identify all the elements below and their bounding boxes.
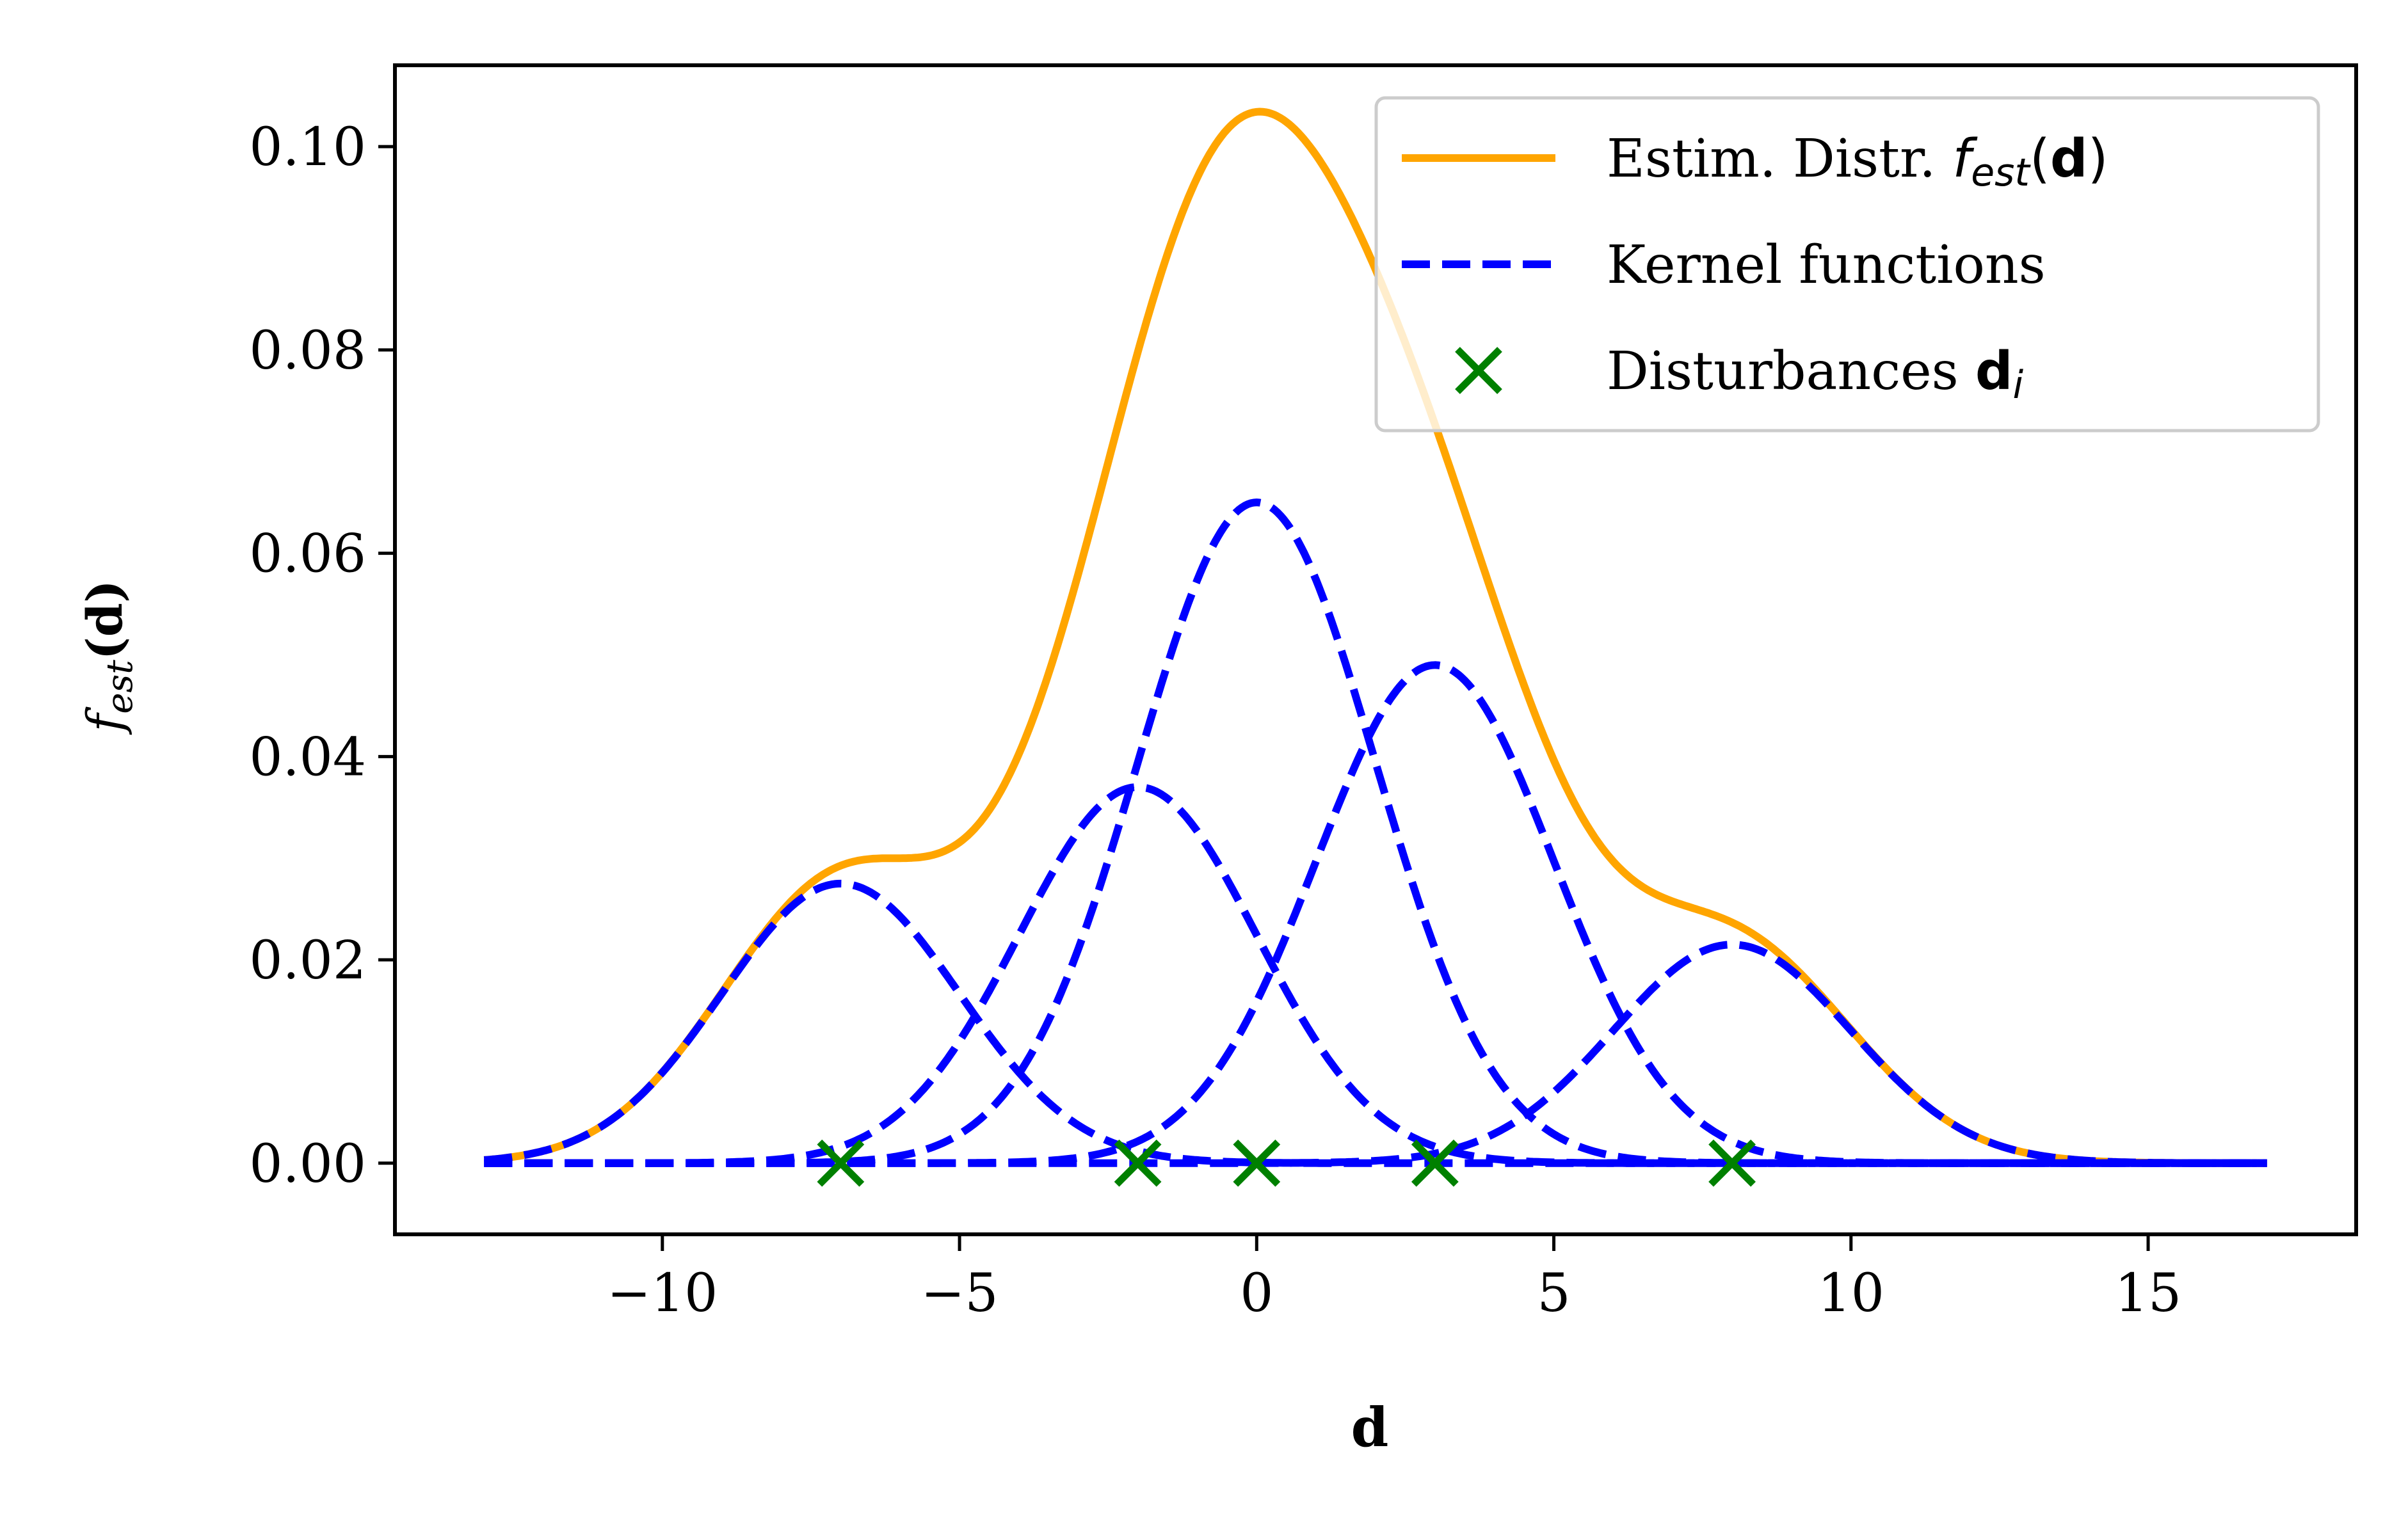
disturbance-marker-1: [1114, 1139, 1162, 1187]
y-axis-label-sub: est: [99, 660, 141, 714]
x-tick-label: 5: [1537, 1263, 1570, 1324]
y-axis-label: fest(d): [76, 580, 141, 735]
y-tick-label: 0.00: [249, 1134, 366, 1195]
legend-label-estimate: Estim. Distr. fest(d): [1607, 129, 2108, 195]
disturbance-marker-4: [1708, 1139, 1756, 1187]
plot-area: [483, 108, 2268, 1187]
legend-swatch-disturbance-marker: [1455, 347, 1502, 394]
legend-label-kernels: Kernel functions: [1607, 235, 2046, 296]
y-tick-label: 0.04: [249, 727, 366, 788]
x-tick-label: −10: [607, 1263, 718, 1324]
kernel-line-1: [483, 783, 2268, 1167]
x-axis: −10 −5 0 5 10 15: [607, 1234, 2181, 1324]
y-tick-label: 0.02: [249, 930, 366, 991]
legend-item-disturbances: Disturbances di: [1455, 341, 2024, 408]
marker-layer: [817, 1139, 1756, 1187]
legend: Estim. Distr. fest(d) Kernel functions D…: [1374, 96, 2320, 433]
legend-box: [1374, 96, 2320, 433]
y-axis-label-arg: (d): [76, 580, 133, 660]
x-axis-label: d: [1351, 1396, 1389, 1459]
disturbance-marker-3: [1411, 1139, 1459, 1187]
kernel-line-4: [483, 941, 2268, 1167]
x-tick-label: −5: [921, 1263, 999, 1324]
y-tick-label: 0.08: [249, 321, 366, 381]
legend-marker-x: [1455, 347, 1502, 394]
legend-label-disturbances: Disturbances di: [1607, 341, 2024, 408]
y-axis: 0.00 0.02 0.04 0.06 0.08 0.10: [249, 117, 395, 1195]
disturbance-marker-0: [817, 1139, 865, 1187]
kernel-layer-top: [483, 498, 2268, 1167]
y-tick-label: 0.10: [249, 117, 366, 178]
x-tick-label: 15: [2115, 1263, 2181, 1324]
x-tick-label: 10: [1818, 1263, 1884, 1324]
plot-frame: [393, 63, 2358, 1236]
x-tick-label: 0: [1240, 1263, 1273, 1324]
legend-item-estimate: Estim. Distr. fest(d): [1402, 129, 2108, 195]
legend-item-kernels: Kernel functions: [1402, 235, 2046, 296]
y-tick-label: 0.06: [249, 524, 366, 585]
disturbance-marker-2: [1233, 1139, 1281, 1187]
